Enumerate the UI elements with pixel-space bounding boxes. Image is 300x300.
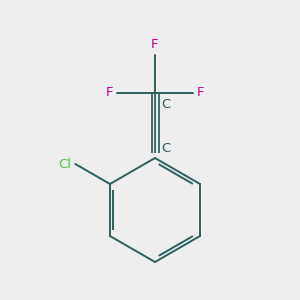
Text: F: F bbox=[197, 86, 205, 100]
Text: F: F bbox=[151, 38, 159, 51]
Text: C: C bbox=[161, 142, 171, 154]
Text: C: C bbox=[161, 98, 171, 112]
Text: F: F bbox=[106, 86, 113, 100]
Text: Cl: Cl bbox=[58, 158, 71, 170]
